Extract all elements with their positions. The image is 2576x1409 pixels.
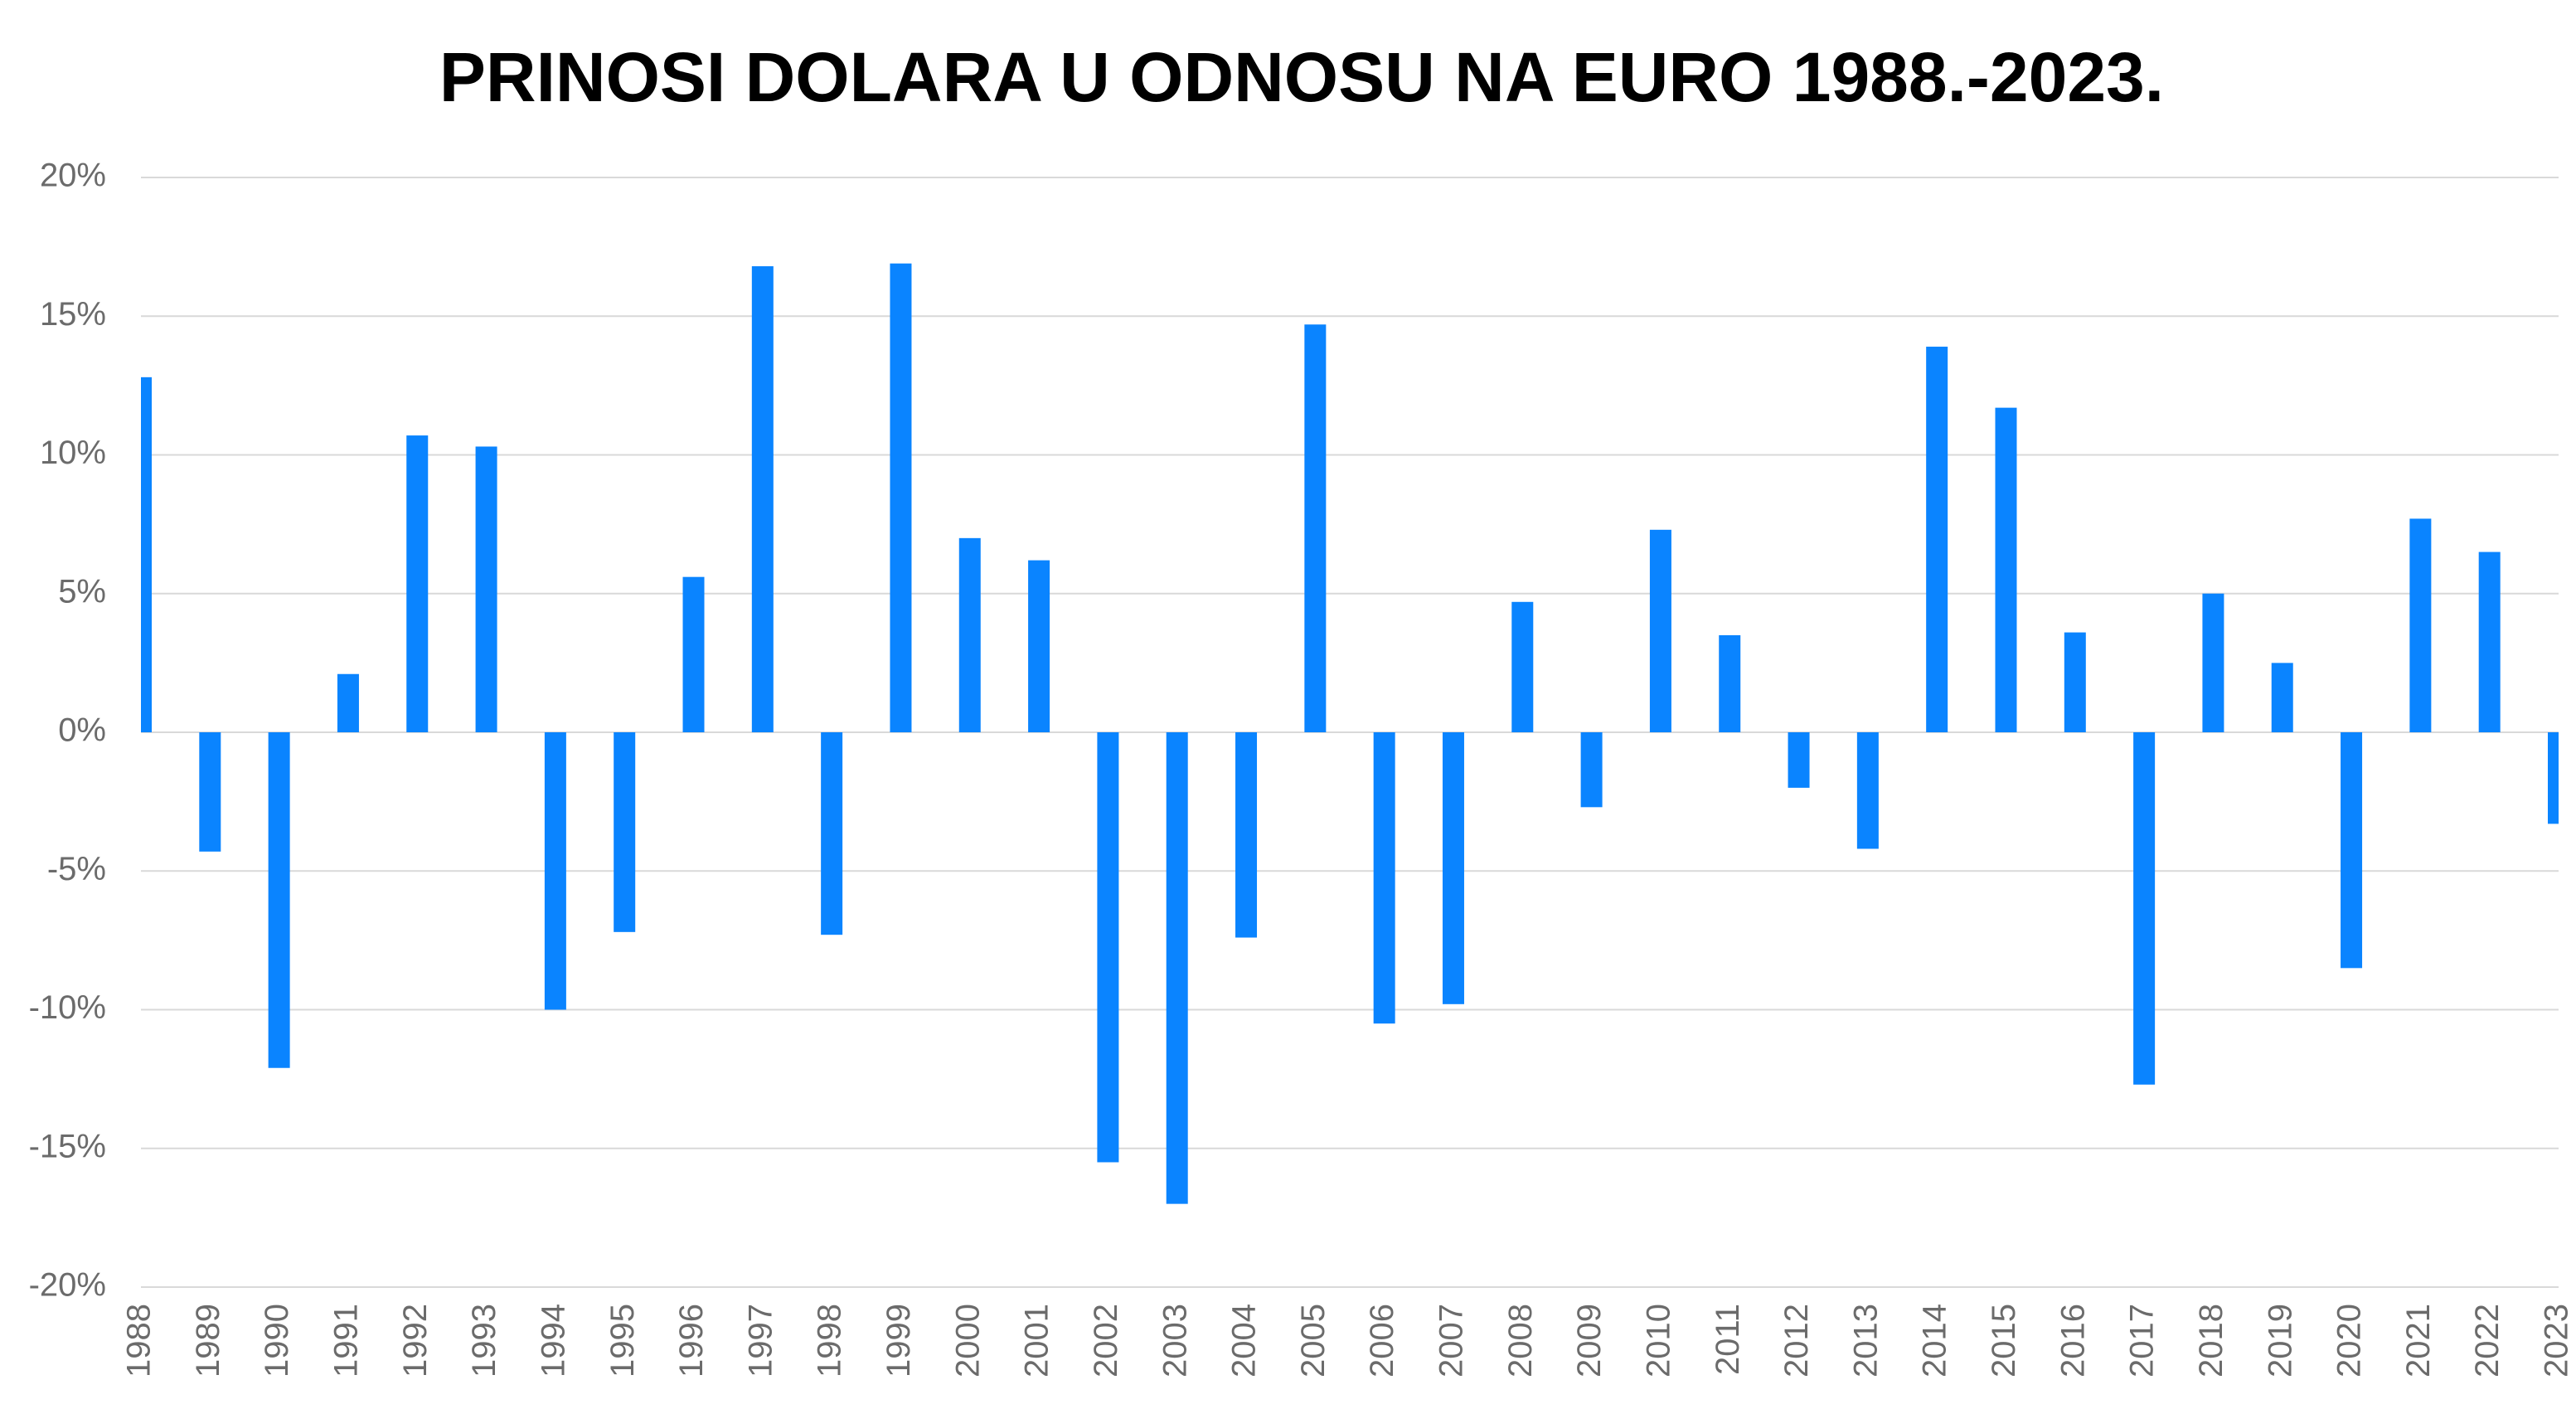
x-tick-label: 2016 [2054, 1304, 2091, 1377]
bar [2548, 732, 2559, 824]
x-tick-label: 1995 [604, 1304, 641, 1377]
x-tick-label: 2013 [1847, 1304, 1884, 1377]
bar [544, 732, 566, 1010]
x-tick-label: 1990 [259, 1304, 295, 1377]
y-tick-label: -10% [29, 989, 106, 1026]
bar [268, 732, 290, 1068]
bar [821, 732, 843, 935]
x-tick-label: 2010 [1640, 1304, 1676, 1377]
bar [2202, 593, 2224, 732]
bar [1235, 732, 1258, 938]
bar [1926, 347, 1948, 732]
bar [1097, 732, 1119, 1163]
x-tick-label: 2005 [1295, 1304, 1332, 1377]
x-tick-label: 2003 [1157, 1304, 1193, 1377]
x-tick-label: 2019 [2262, 1304, 2298, 1377]
x-tick-label: 2001 [1019, 1304, 1055, 1377]
bar [1511, 601, 1534, 732]
x-tick-label: 2004 [1226, 1304, 1263, 1377]
x-tick-label: 2023 [2539, 1304, 2575, 1377]
bar [475, 446, 497, 732]
bar [1304, 324, 1327, 732]
y-tick-label: 0% [58, 712, 106, 749]
x-tick-label: 1997 [742, 1304, 779, 1377]
bar [2133, 732, 2156, 1085]
bar [1166, 732, 1188, 1204]
bar [1028, 560, 1050, 732]
bar [1788, 732, 1810, 788]
y-tick-label: -5% [47, 851, 106, 887]
bar [2409, 518, 2432, 732]
x-tick-label: 2015 [1986, 1304, 2022, 1377]
bar [1995, 407, 2017, 732]
bar [2064, 632, 2086, 732]
x-tick-label: 2018 [2193, 1304, 2229, 1377]
bar [614, 732, 636, 932]
y-tick-label: 10% [40, 435, 106, 471]
bar [2478, 551, 2501, 732]
bar [1442, 732, 1464, 1004]
bar [1856, 732, 1879, 849]
x-tick-label: 2014 [1917, 1304, 1953, 1377]
bar [337, 673, 359, 732]
x-tick-label: 2020 [2331, 1304, 2368, 1377]
bar [958, 537, 981, 732]
x-tick-label: 2006 [1364, 1304, 1400, 1377]
bar [682, 576, 705, 732]
x-tick-label: 1993 [466, 1304, 502, 1377]
y-tick-label: -15% [29, 1128, 106, 1164]
x-tick-label: 2022 [2469, 1304, 2506, 1377]
bar [2271, 663, 2293, 732]
x-tick-label: 2002 [1088, 1304, 1124, 1377]
y-tick-label: 20% [40, 158, 106, 194]
x-tick-label: 1992 [397, 1304, 434, 1377]
bar [890, 263, 912, 732]
x-tick-label: 2008 [1502, 1304, 1539, 1377]
x-tick-label: 1996 [673, 1304, 710, 1377]
x-tick-label: 1989 [190, 1304, 226, 1377]
y-tick-label: -20% [29, 1267, 106, 1304]
x-tick-label: 2021 [2400, 1304, 2437, 1377]
x-tick-label: 1999 [880, 1304, 917, 1377]
x-tick-label: 2011 [1710, 1304, 1746, 1375]
x-tick-label: 2017 [2124, 1304, 2161, 1377]
x-tick-label: 1998 [812, 1304, 848, 1377]
bar [406, 435, 429, 732]
x-tick-label: 2009 [1571, 1304, 1608, 1377]
x-tick-label: 1994 [535, 1304, 571, 1377]
chart-title: PRINOSI DOLARA U ODNOSU NA EURO 1988.-20… [439, 38, 2164, 116]
x-tick-label: 2000 [949, 1304, 986, 1377]
grid [141, 177, 2559, 1288]
y-tick-label: 15% [40, 296, 106, 333]
y-tick-label: 5% [58, 573, 106, 610]
x-tick-label: 1988 [121, 1304, 158, 1377]
bar [2341, 732, 2363, 969]
x-tick-label: 2012 [1778, 1304, 1815, 1377]
x-tick-label: 2007 [1434, 1304, 1470, 1377]
bar [751, 266, 774, 732]
bar [1580, 732, 1603, 808]
bar [141, 377, 152, 732]
bar [1373, 732, 1395, 1024]
bar [1719, 634, 1741, 732]
bars [141, 263, 2559, 1204]
bar [199, 732, 221, 852]
bar [1649, 529, 1671, 732]
x-tick-label: 1991 [328, 1304, 365, 1377]
